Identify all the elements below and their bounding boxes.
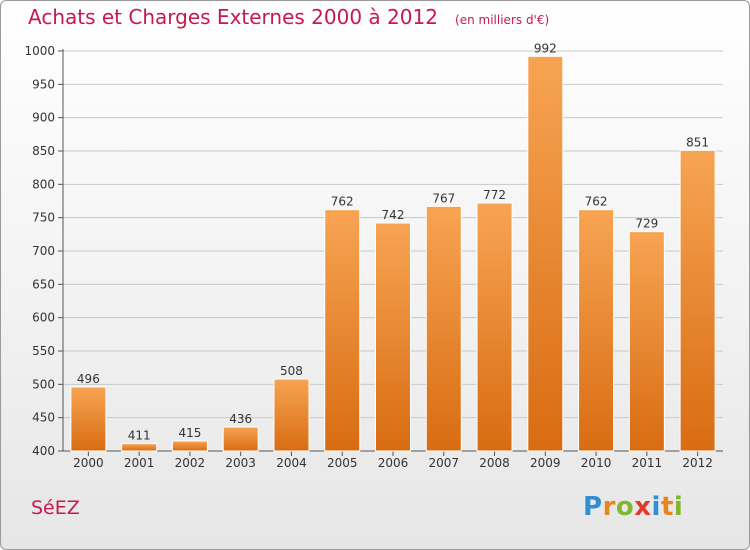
- y-tick-label: 500: [32, 377, 55, 391]
- value-label-2007: 767: [432, 191, 455, 205]
- y-tick-label: 650: [32, 277, 55, 291]
- chart-header: Achats et Charges Externes 2000 à 2012 (…: [28, 5, 549, 29]
- bar-2003: [222, 426, 259, 452]
- bar-2010: [578, 209, 615, 452]
- value-label-2003: 436: [229, 412, 252, 426]
- bar-2011: [628, 231, 665, 452]
- value-label-2004: 508: [280, 364, 303, 378]
- value-label-2005: 762: [331, 195, 354, 209]
- chart-title: Achats et Charges Externes 2000 à 2012: [28, 5, 438, 29]
- x-tick-label: 2007: [428, 456, 459, 470]
- value-label-2012: 851: [686, 135, 709, 149]
- y-tick-label: 450: [32, 411, 55, 425]
- chart-unit-note: (en milliers d'€): [455, 13, 550, 27]
- value-label-2000: 496: [77, 372, 100, 386]
- y-tick-label: 600: [32, 311, 55, 325]
- y-tick-label: 400: [32, 444, 55, 458]
- value-label-2008: 772: [483, 188, 506, 202]
- x-tick-label: 2005: [327, 456, 358, 470]
- x-tick-label: 2003: [225, 456, 256, 470]
- value-label-2002: 415: [178, 426, 201, 440]
- bar-2007: [425, 205, 462, 452]
- place-label: SéEZ: [31, 497, 80, 519]
- bar-2001: [121, 443, 158, 452]
- y-tick-label: 950: [32, 77, 55, 91]
- bar-2005: [324, 209, 361, 452]
- x-tick-label: 2006: [378, 456, 409, 470]
- bar-2006: [375, 222, 411, 452]
- x-tick-label: 2004: [276, 456, 307, 470]
- value-label-2006: 742: [382, 208, 405, 222]
- value-label-2001: 411: [128, 429, 151, 443]
- y-tick-label: 550: [32, 344, 55, 358]
- bar-2004: [273, 378, 310, 452]
- proxiti-logo: Proxiti: [583, 492, 684, 522]
- value-label-2009: 992: [534, 41, 557, 55]
- y-tick-label: 800: [32, 177, 55, 191]
- x-tick-label: 2000: [73, 456, 104, 470]
- y-tick-label: 750: [32, 211, 55, 225]
- x-tick-label: 2001: [124, 456, 155, 470]
- bar-2008: [476, 202, 513, 452]
- y-tick-label: 850: [32, 144, 55, 158]
- axes: 400 450 500 550 600 650 700 750 800 850 900 950 1000…: [24, 44, 723, 470]
- value-label-2010: 762: [585, 195, 608, 209]
- bar-2002: [171, 440, 208, 452]
- bars: [70, 55, 716, 452]
- x-tick-label: 2002: [175, 456, 206, 470]
- bar-2009: [527, 55, 564, 452]
- bar-2012: [679, 149, 716, 452]
- y-tick-label: 1000: [24, 44, 55, 58]
- data-labels: 496 411 415 436 508 762 742 767 772 992 762 729 851: [77, 41, 709, 442]
- x-tick-label: 2012: [682, 456, 713, 470]
- x-tick-label: 2009: [530, 456, 561, 470]
- y-tick-label: 900: [32, 111, 55, 125]
- bar-2000: [70, 386, 107, 452]
- x-tick-label: 2011: [632, 456, 663, 470]
- x-tick-label: 2008: [479, 456, 510, 470]
- x-tick-label: 2010: [581, 456, 612, 470]
- y-tick-label: 700: [32, 244, 55, 258]
- value-label-2011: 729: [635, 217, 658, 231]
